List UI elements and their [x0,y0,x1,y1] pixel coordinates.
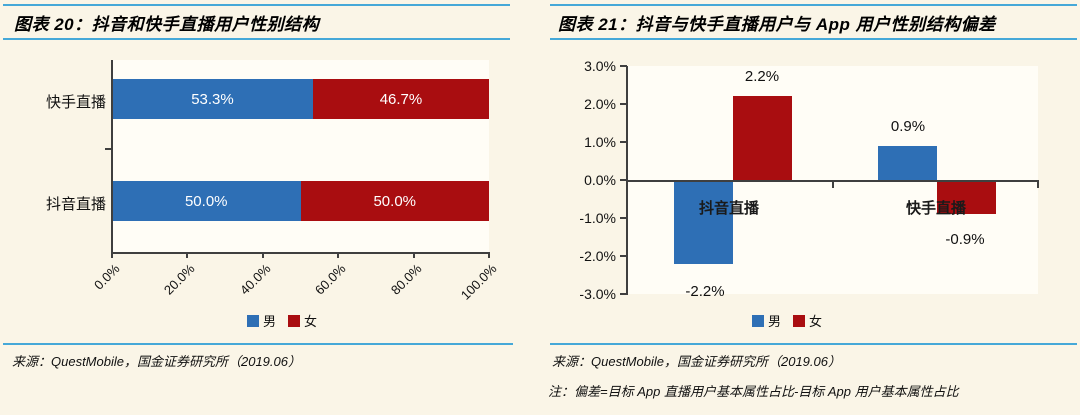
female-legend-swatch [793,314,805,327]
fig20-x-axis-tick-label: 20.0% [161,261,198,298]
fig21-y-axis-tick-label: -3.0% [579,286,616,302]
fig21-bar-kuaishou-female [937,180,996,215]
fig21-y-axis-tick-label: -1.0% [579,210,616,226]
fig21-y-axis-tick [620,103,627,105]
fig20-x-axis [111,252,490,254]
fig20-category-label-douyin: 抖音直播 [45,196,106,213]
fig21-value-label-kuaishou-female: -0.9% [945,231,985,248]
fig20-x-axis-tick-label: 0.0% [91,261,123,293]
fig20-value-label-douyin-male: 50.0% [184,192,228,210]
fig21-legend-label-female: 女 [809,314,823,329]
fig20-legend-item-male: 男 [246,311,276,330]
fig21-value-label-douyin-male: -2.2% [685,283,725,300]
fig21-bar-douyin-female [733,96,792,180]
fig20-x-axis-tick [261,252,264,258]
fig21-y-axis-tick [620,293,627,295]
fig20-bar-douyin-female-segment: 50.0% [300,181,489,221]
female-legend-swatch [288,314,300,327]
fig20-x-axis-tick [412,252,415,258]
fig21-category-label-douyin: 抖音直播 [698,200,760,217]
fig20-x-axis-tick-label: 100.0% [457,261,500,303]
fig20-x-axis-tick-label: 40.0% [236,261,274,298]
fig20-title: 图表 20：抖音和快手直播用户性别结构 [14,15,320,34]
fig20-bar-douyin-male-segment: 50.0% [112,181,301,221]
fig20-x-axis-tick [488,252,490,258]
fig20-x-axis-tick [111,252,113,258]
fig21-category-label-kuaishou: 快手直播 [905,200,967,217]
fig20-title-rule [3,38,510,40]
fig21-legend-item-female: 女 [793,311,822,330]
fig21-bar-douyin-male [674,180,733,264]
fig21-y-axis-tick-label: 3.0% [584,58,616,74]
fig21-value-label-kuaishou-male: 0.9% [890,118,926,135]
fig21-value-label-douyin-female: 2.2% [744,68,780,85]
fig21-source-rule [550,343,1077,345]
fig21-top-rule [550,4,1077,6]
fig21-title-rule [550,38,1077,40]
fig20-legend-label-male: 男 [262,314,276,329]
fig20-category-label-kuaishou: 快手直播 [45,94,106,111]
fig20-bar-kuaishou-female-segment: 46.7% [312,79,489,119]
fig20-bar-kuaishou: 53.3% 46.7% [112,79,489,119]
fig21-y-axis-tick [620,65,627,67]
fig20-category-boundary-tick [105,148,112,150]
fig20-bar-douyin: 50.0% 50.0% [112,181,489,221]
fig21-y-axis-tick-label: 0.0% [584,172,616,188]
fig20-x-axis-tick [337,252,340,258]
fig20-legend-item-female: 女 [288,311,317,330]
fig21-legend-label-male: 男 [767,314,781,329]
fig21-x-axis [626,180,1039,182]
male-legend-swatch [246,314,259,327]
fig20-value-label-kuaishou-female: 46.7% [379,90,423,108]
fig21-title: 图表 21：抖音与快手直播用户与 App 用户性别结构偏差 [558,15,996,34]
fig20-legend: 男 女 [112,311,452,330]
fig21-category-boundary-tick [832,182,834,188]
fig21-y-axis-tick [620,217,627,219]
fig20-bar-kuaishou-male-segment: 53.3% [112,79,313,119]
fig20-legend-label-female: 女 [304,314,318,329]
fig20-x-axis-tick-label: 80.0% [387,261,425,298]
fig21-y-axis-tick [620,255,627,257]
fig21-source: 来源：QuestMobile，国金证券研究所（2019.06） [552,354,841,369]
fig21-y-axis-tick [620,141,627,143]
fig21-legend-item-male: 男 [751,311,781,330]
fig21-axis-end-tick [1037,182,1039,188]
fig21-y-axis-tick-label: 2.0% [584,96,616,112]
fig20-source: 来源：QuestMobile，国金证券研究所（2019.06） [12,354,301,369]
fig20-value-label-douyin-female: 50.0% [373,192,417,210]
fig21-y-axis-tick-label: -2.0% [579,248,616,264]
fig20-value-label-kuaishou-male: 53.3% [191,90,234,108]
fig21-bar-kuaishou-male [878,145,937,180]
fig21-note: 注：偏差=目标 App 直播用户基本属性占比-目标 App 用户基本属性占比 [548,384,959,399]
fig21-legend: 男 女 [627,311,947,330]
fig20-x-axis-tick-label: 60.0% [312,261,349,298]
fig20-source-rule [3,343,513,345]
fig20-top-rule [3,4,510,6]
fig20-x-axis-tick [186,252,189,258]
male-legend-swatch [751,314,764,327]
fig21-y-axis-tick-label: 1.0% [584,134,616,150]
fig21-y-axis-tick [620,179,627,181]
fig20-y-axis [111,60,113,253]
